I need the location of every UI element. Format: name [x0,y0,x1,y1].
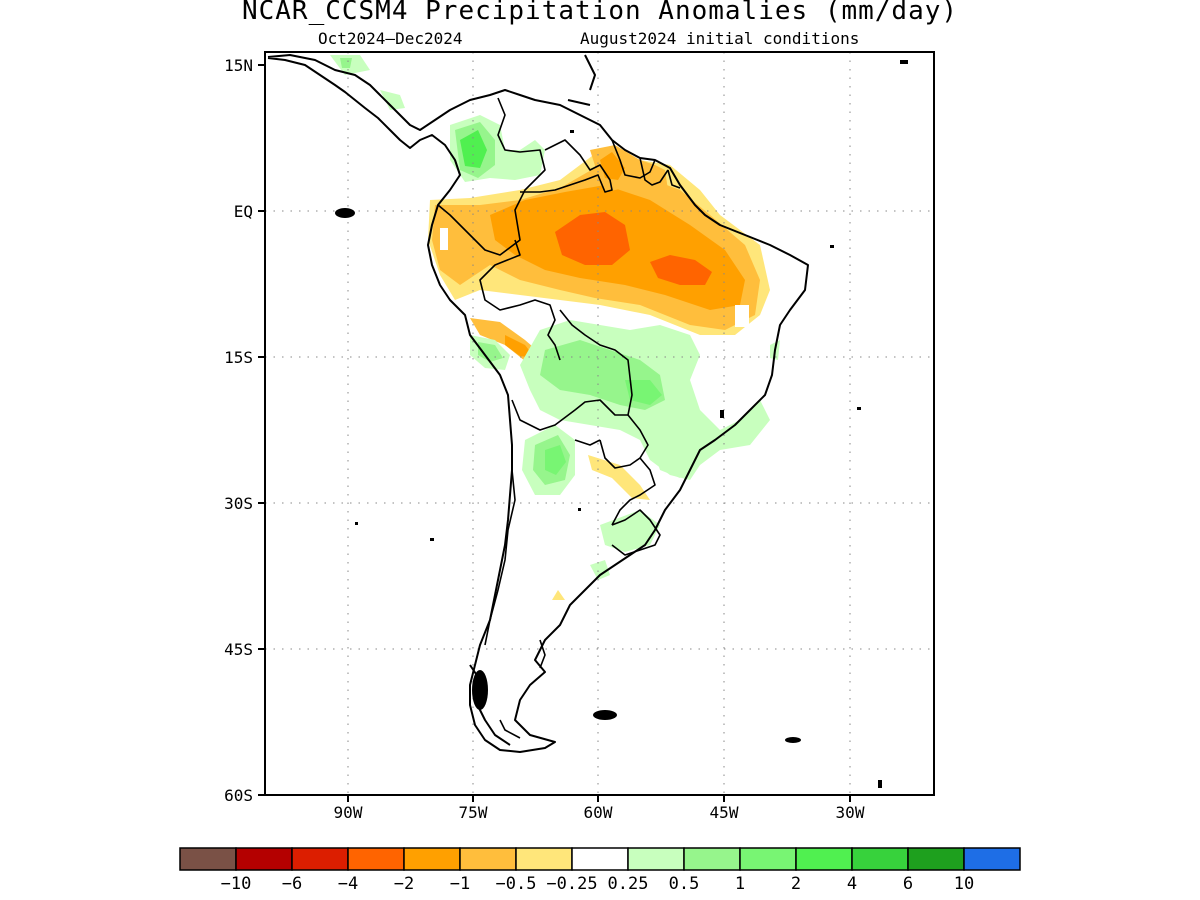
colorbar-label: 1 [735,874,745,894]
graticule [265,52,934,795]
lon-tick-labels: 90W 75W 60W 45W 30W [334,803,865,822]
colorbar-labels: −10 −6 −4 −2 −1 −0.5 −0.25 0.25 0.5 1 2 4 6 10 [221,874,975,894]
map-frame [264,51,935,796]
lat-label-45s: 45S [224,640,253,659]
colorbar-cell [739,847,797,871]
colorbar-cell [627,847,685,871]
colorbar-cell [347,847,405,871]
colorbar-cell [403,847,461,871]
colorbar-label: 6 [903,874,913,894]
colorbar-cell [235,847,293,871]
colorbar-label: 2 [791,874,801,894]
lat-label-30s: 30S [224,494,253,513]
colorbar-label: −10 [221,874,252,894]
colorbar-label: −6 [282,874,302,894]
colorbar-label: −0.25 [546,874,597,894]
colorbar-label: 4 [847,874,857,894]
lat-label-15n: 15N [224,56,253,75]
axis-ticks [258,64,851,802]
lon-label-30w: 30W [836,803,865,822]
country-borders [437,97,681,739]
lat-label-eq: EQ [234,202,253,221]
colorbar-cell [459,847,517,871]
lon-label-75w: 75W [459,803,488,822]
colorbar-label: −0.5 [496,874,537,894]
colorbar-label: 0.5 [669,874,700,894]
forecast-period: Oct2024–Dec2024 [318,29,463,48]
colorbar-label: −1 [450,874,470,894]
colorbar-cell [907,847,965,871]
islands [335,60,908,788]
amazon-dry-anomaly [428,145,770,600]
colorbar-cell [795,847,853,871]
lat-label-15s: 15S [224,348,253,367]
colorbar-cell [571,847,629,871]
colorbar-cell [291,847,349,871]
lat-tick-labels: 15N EQ 15S 30S 45S 60S [224,56,253,805]
colorbar-cell [515,847,573,871]
colorbar-cell [179,847,237,871]
lon-label-45w: 45W [710,803,739,822]
colorbar-cell [683,847,741,871]
initial-conditions: August2024 initial conditions [580,29,860,48]
map-title: NCAR_CCSM4 Precipitation Anomalies (mm/d… [241,0,959,26]
colorbar-label: −4 [338,874,358,894]
lat-label-60s: 60S [224,786,253,805]
lon-label-60w: 60W [584,803,613,822]
colorbar-cell [963,847,1021,871]
colorbar [179,847,1021,871]
colorbar-label: 10 [954,874,974,894]
lon-label-90w: 90W [334,803,363,822]
colorbar-cell [851,847,909,871]
colorbar-label: −2 [394,874,414,894]
colorbar-label: 0.25 [608,874,649,894]
